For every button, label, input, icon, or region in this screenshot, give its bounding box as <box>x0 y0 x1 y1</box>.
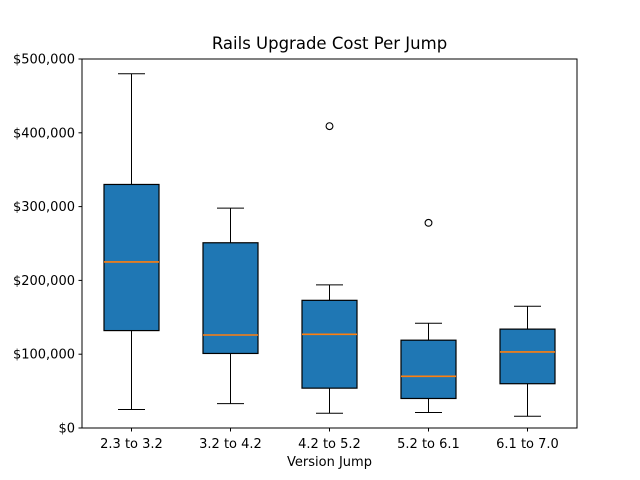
x-tick-label: 2.3 to 3.2 <box>100 437 163 452</box>
x-tick-label: 4.2 to 5.2 <box>298 437 361 452</box>
box-4-2-to-5-2: 4.2 to 5.2 <box>298 122 361 452</box>
x-tick-label: 6.1 to 7.0 <box>496 437 559 452</box>
box-5-2-to-6-1: 5.2 to 6.1 <box>397 218 460 452</box>
plot-area: $0 $100,000 $200,000 $300,000 $400,000 $500,0… <box>13 53 578 452</box>
iqr-box <box>103 183 160 332</box>
iqr-box <box>301 299 358 389</box>
iqr-box <box>499 328 556 385</box>
y-tick-label: $200,000 <box>13 274 75 289</box>
outlier-marker <box>424 218 433 227</box>
y-tick-label: $500,000 <box>13 53 75 68</box>
x-axis-label: Version Jump <box>287 455 372 470</box>
iqr-box <box>202 242 259 355</box>
y-tick-label: $0 <box>58 422 75 437</box>
box-6-1-to-7-0: 6.1 to 7.0 <box>496 305 559 452</box>
x-tick-label: 3.2 to 4.2 <box>199 437 262 452</box>
y-tick-label: $300,000 <box>13 200 75 215</box>
iqr-box <box>400 339 457 400</box>
box-2-3-to-3-2: 2.3 to 3.2 <box>100 73 163 452</box>
y-tick-label: $400,000 <box>13 126 75 141</box>
outlier-marker <box>325 122 334 131</box>
box-3-2-to-4-2: 3.2 to 4.2 <box>199 207 262 452</box>
x-tick-label: 5.2 to 6.1 <box>397 437 460 452</box>
y-tick-label: $100,000 <box>13 348 75 363</box>
chart-title: Rails Upgrade Cost Per Jump <box>212 34 447 53</box>
